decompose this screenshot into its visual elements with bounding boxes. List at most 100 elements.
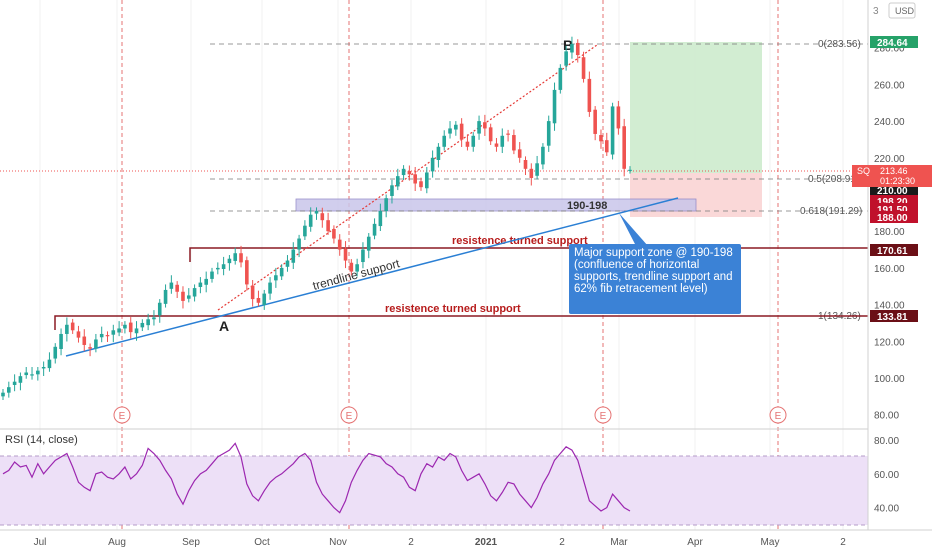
candle bbox=[146, 313, 150, 331]
candle bbox=[76, 325, 81, 343]
candle bbox=[372, 218, 377, 240]
fib-0-label: 0(283.56) bbox=[818, 39, 861, 50]
candle bbox=[262, 289, 267, 310]
candle bbox=[279, 264, 284, 281]
svg-text:133.81: 133.81 bbox=[877, 312, 908, 323]
candle bbox=[343, 241, 348, 269]
time-tick-label: Mar bbox=[610, 537, 628, 548]
candle bbox=[41, 361, 46, 376]
candle bbox=[326, 212, 330, 235]
candle bbox=[332, 225, 336, 244]
candle bbox=[581, 51, 586, 83]
profit-target-box bbox=[630, 42, 762, 173]
candle bbox=[425, 166, 429, 194]
candle bbox=[7, 381, 11, 398]
candle bbox=[442, 130, 447, 151]
price-tick-label: 260.00 bbox=[874, 80, 905, 91]
candle bbox=[349, 259, 354, 276]
candle bbox=[355, 258, 359, 277]
rsi-tick-label: 40.00 bbox=[874, 504, 899, 515]
svg-text:191.50: 191.50 bbox=[877, 205, 908, 216]
candle bbox=[413, 166, 417, 192]
time-axis bbox=[0, 530, 932, 550]
ab-dotted-line bbox=[217, 44, 598, 311]
candle bbox=[221, 256, 226, 276]
candle bbox=[47, 352, 52, 372]
time-tick-label: May bbox=[761, 537, 780, 548]
trendline bbox=[65, 197, 679, 357]
candle bbox=[361, 242, 365, 269]
candle bbox=[111, 324, 116, 343]
candle bbox=[140, 319, 145, 332]
candle bbox=[157, 299, 162, 323]
candle bbox=[616, 100, 621, 135]
candle bbox=[123, 321, 127, 334]
candle bbox=[70, 318, 75, 334]
candle bbox=[256, 290, 261, 307]
candle bbox=[575, 39, 580, 63]
candle bbox=[401, 165, 406, 181]
candle bbox=[529, 163, 534, 186]
candle bbox=[384, 194, 388, 218]
candle bbox=[30, 366, 34, 380]
candle bbox=[169, 275, 174, 294]
price-tick-label: 100.00 bbox=[874, 374, 905, 385]
svg-text:198.20: 198.20 bbox=[877, 197, 908, 208]
candle bbox=[175, 281, 179, 298]
time-tick-label: Jul bbox=[34, 537, 47, 548]
time-axis-labels: Jul Aug Sep Oct Nov 2 2021 2 Mar Apr May 2 bbox=[34, 537, 847, 548]
price-tick-label: 160.00 bbox=[874, 264, 905, 275]
price-candles bbox=[1, 36, 632, 401]
zoom-label: 3 bbox=[873, 6, 879, 17]
fib-levels bbox=[210, 43, 868, 212]
sq-ticker: SQ bbox=[857, 166, 870, 176]
candle bbox=[59, 328, 63, 356]
earnings-marker-1: E bbox=[119, 411, 126, 422]
candle bbox=[436, 143, 441, 168]
candle bbox=[366, 233, 371, 259]
candle bbox=[454, 121, 458, 136]
candle bbox=[65, 317, 69, 342]
rsi-tick-label: 80.00 bbox=[874, 436, 899, 447]
fib-05-label: 0.5(208.91) bbox=[808, 174, 859, 185]
price-tick-label: 180.00 bbox=[874, 227, 905, 238]
candle bbox=[1, 389, 5, 401]
price-tick-label: 120.00 bbox=[874, 337, 905, 348]
support-zone-box bbox=[295, 198, 697, 212]
sq-badge: SQ 213.46 01:23:30 bbox=[852, 165, 932, 187]
time-tick-label: Sep bbox=[182, 537, 200, 548]
candle bbox=[610, 102, 615, 160]
candle bbox=[53, 343, 58, 364]
time-tick-label: 2 bbox=[840, 537, 846, 548]
candle bbox=[82, 329, 87, 352]
candle bbox=[314, 207, 319, 220]
price-axis: 80.00100.00120.00140.00160.00180.00200.0… bbox=[867, 0, 932, 550]
price-tick-label: 140.00 bbox=[874, 301, 905, 312]
price-badge: 170.61 bbox=[870, 244, 918, 257]
price-tick-label: 240.00 bbox=[874, 117, 905, 128]
earnings-markers: E E E E bbox=[113, 406, 787, 424]
candle bbox=[541, 143, 545, 170]
candle bbox=[128, 317, 133, 339]
candle bbox=[535, 155, 539, 180]
point-a-label: A bbox=[219, 318, 229, 334]
candle bbox=[134, 321, 139, 341]
candle bbox=[181, 286, 185, 309]
candle bbox=[430, 150, 435, 178]
candle bbox=[622, 118, 626, 177]
candle bbox=[512, 129, 516, 155]
candle bbox=[36, 366, 40, 381]
rsi-title: RSI (14, close) bbox=[5, 434, 78, 446]
candle bbox=[407, 165, 412, 181]
candle bbox=[239, 245, 243, 268]
price-badge: 284.64 bbox=[870, 36, 918, 49]
candle bbox=[506, 129, 510, 142]
currency-label[interactable]: USD bbox=[895, 6, 915, 16]
rsi-tick-label: 60.00 bbox=[874, 470, 899, 481]
earnings-marker-4: E bbox=[775, 411, 782, 422]
svg-text:210.00: 210.00 bbox=[877, 186, 908, 197]
candle bbox=[378, 203, 383, 232]
candle bbox=[564, 45, 568, 71]
